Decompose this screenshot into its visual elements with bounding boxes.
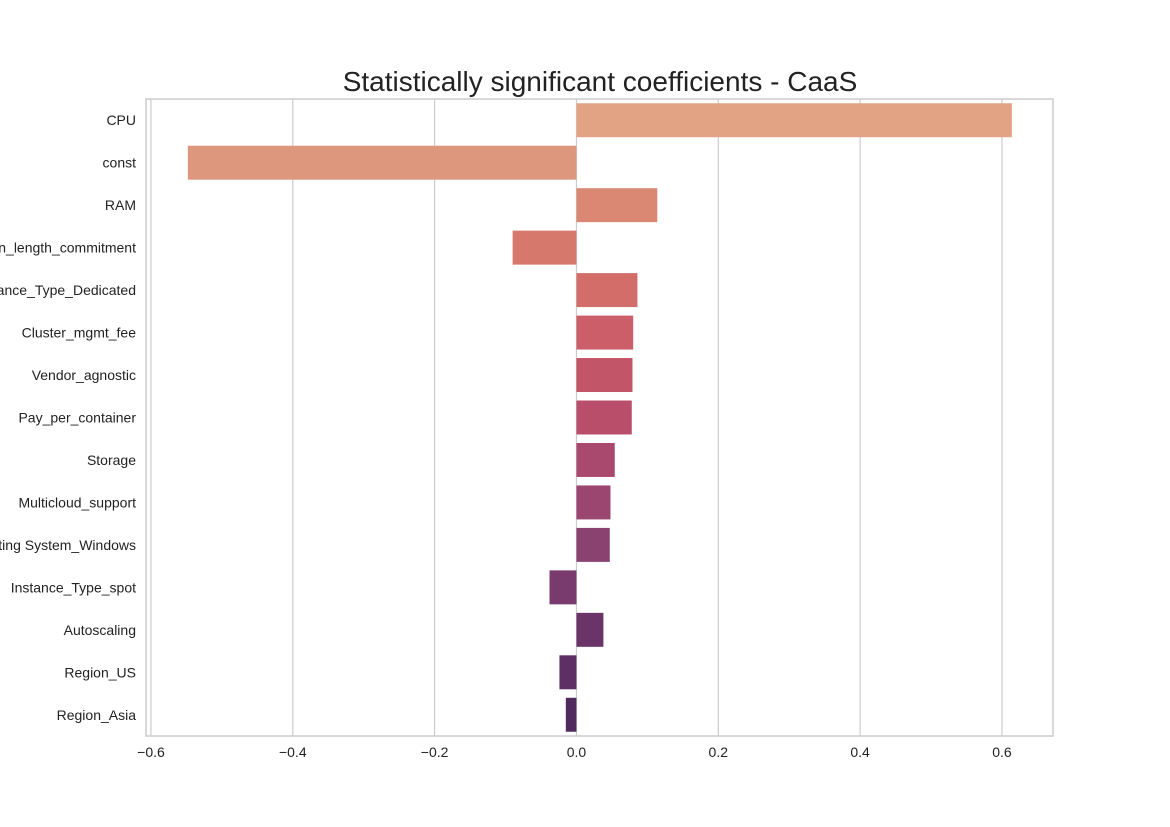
y-tick-label: ance_Type_Dedicated [0, 282, 136, 298]
x-tick-label: 0.4 [850, 744, 870, 760]
y-tick-label: Storage [87, 452, 136, 468]
x-tick-labels: −0.6 −0.4 −0.2 0.0 0.2 0.4 0.6 [137, 744, 1012, 760]
y-tick-label: Region_US [64, 664, 136, 680]
y-tick-label: n_length_commitment [0, 240, 136, 256]
y-tick-label: Cluster_mgmt_fee [22, 325, 137, 341]
bar [549, 570, 577, 605]
bars [187, 103, 1012, 732]
bar [576, 188, 658, 223]
bar [576, 273, 638, 308]
x-tick-label: 0.2 [709, 744, 729, 760]
bar [576, 527, 610, 562]
x-tick-label: −0.4 [279, 744, 307, 760]
bar [576, 358, 633, 393]
plot-frame [145, 98, 1054, 737]
x-tick-label: −0.6 [137, 744, 165, 760]
y-tick-label: Multicloud_support [18, 494, 136, 510]
bar [559, 655, 577, 690]
bar [576, 103, 1012, 138]
y-tick-label: Instance_Type_spot [11, 579, 136, 595]
y-tick-label: Vendor_agnostic [32, 367, 136, 383]
bar [565, 697, 577, 732]
bar [512, 230, 577, 265]
y-tick-label: CPU [106, 112, 136, 128]
x-tick-label: 0.6 [992, 744, 1012, 760]
bar [576, 485, 611, 520]
bar [576, 442, 615, 477]
bar [576, 400, 632, 435]
y-tick-label: Autoscaling [64, 622, 136, 638]
y-tick-label: const [103, 155, 137, 171]
bar [576, 612, 604, 647]
y-tick-label: RAM [105, 197, 136, 213]
chart-title: Statistically significant coefficients -… [343, 66, 858, 97]
y-tick-label: ting System_Windows [0, 537, 136, 553]
y-tick-label: Pay_per_container [18, 410, 136, 426]
x-tick-label: 0.0 [567, 744, 587, 760]
y-tick-label: Region_Asia [57, 707, 137, 723]
bar [187, 145, 577, 180]
bar [576, 315, 634, 350]
x-tick-label: −0.2 [421, 744, 449, 760]
y-tick-labels: CPU const RAM n_length_commitment ance_Type_… [0, 112, 136, 723]
